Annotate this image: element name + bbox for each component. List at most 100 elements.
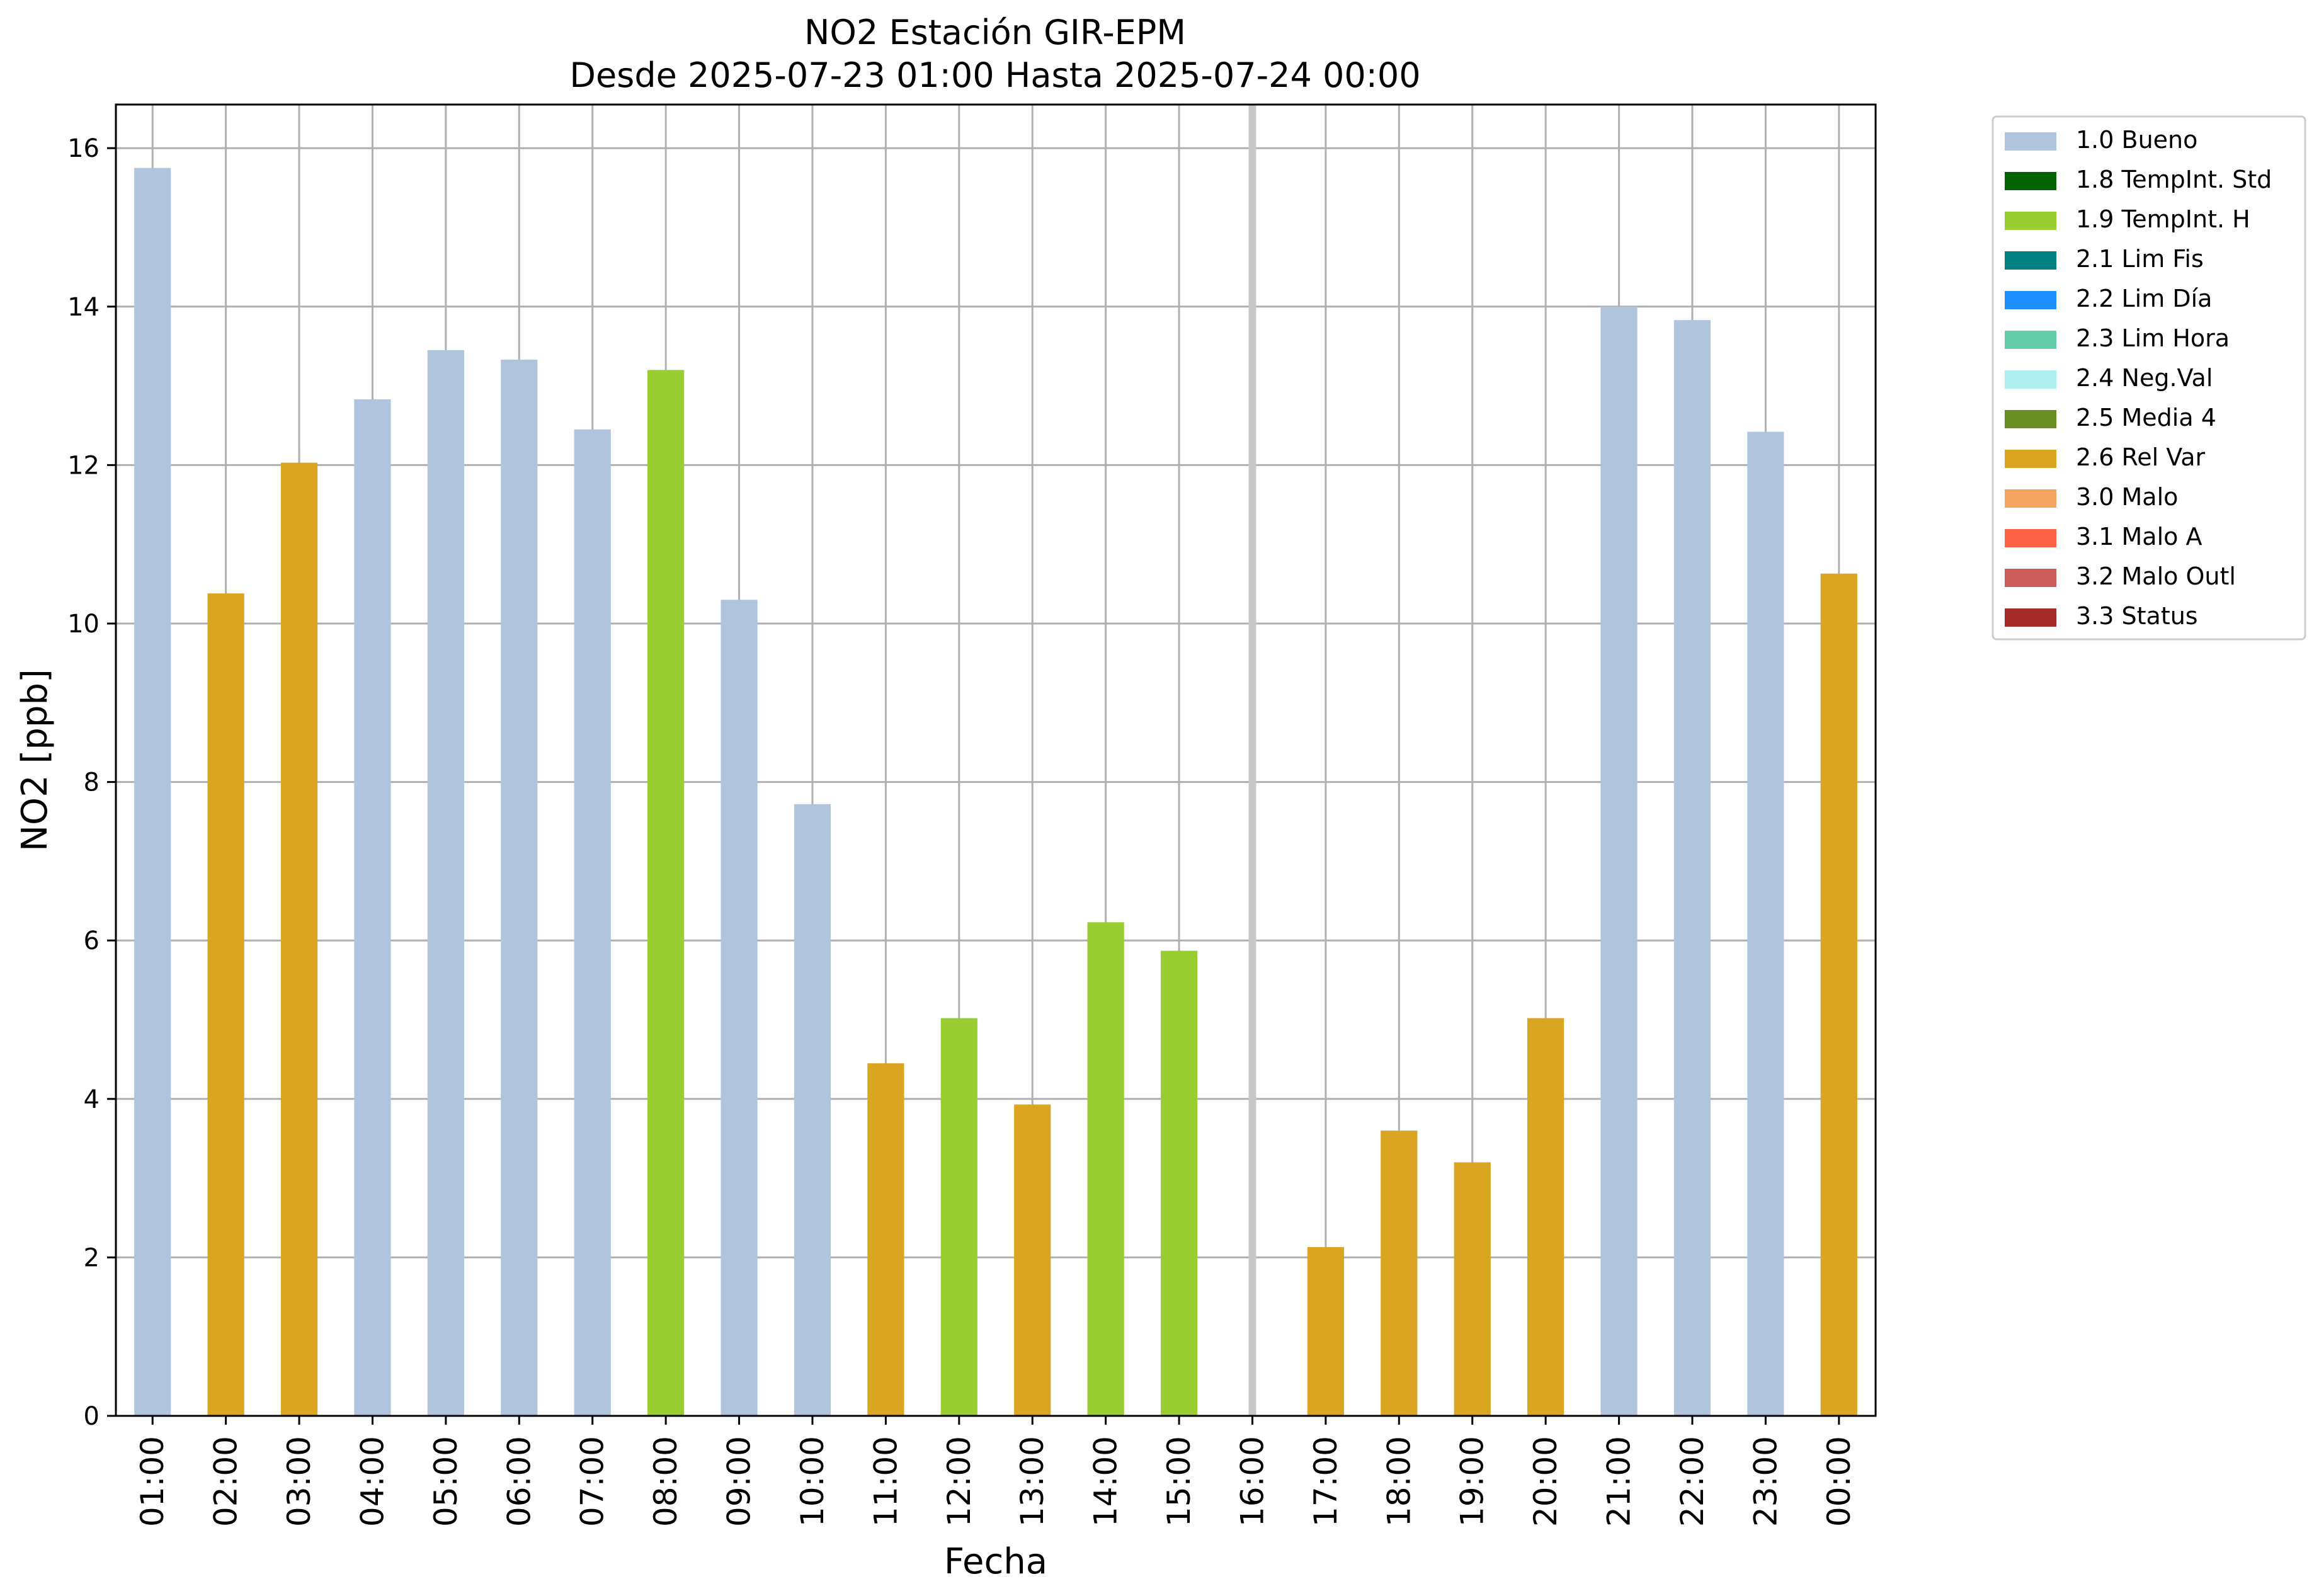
legend-label: 3.1 Malo A	[2076, 523, 2202, 550]
bar	[1454, 1162, 1491, 1416]
legend-label: 1.8 TempInt. Std	[2076, 166, 2272, 193]
legend-swatch	[2005, 132, 2056, 151]
bar	[427, 350, 464, 1416]
legend-swatch	[2005, 331, 2056, 349]
x-tick-label: 19:00	[1454, 1436, 1491, 1527]
x-tick-label: 08:00	[647, 1436, 684, 1527]
y-tick-label: 2	[84, 1243, 100, 1272]
y-axis-label: NO2 [ppb]	[14, 669, 55, 852]
y-tick-label: 0	[84, 1402, 100, 1431]
x-tick-label: 12:00	[941, 1436, 977, 1527]
y-tick-label: 12	[67, 451, 100, 480]
x-tick-label: 20:00	[1527, 1436, 1564, 1527]
bar	[1527, 1018, 1564, 1416]
legend-swatch	[2005, 608, 2056, 627]
legend-swatch	[2005, 489, 2056, 508]
bar	[1014, 1104, 1051, 1416]
bar	[354, 399, 391, 1416]
legend-swatch	[2005, 212, 2056, 230]
x-tick-label: 09:00	[721, 1436, 758, 1527]
x-tick-label: 11:00	[867, 1436, 904, 1527]
legend-item: 3.0 Malo	[2005, 483, 2178, 511]
x-tick-label: 05:00	[428, 1436, 464, 1527]
legend-item: 3.2 Malo Outl	[2005, 562, 2236, 590]
legend-item: 2.1 Lim Fis	[2005, 245, 2204, 273]
x-tick-label: 18:00	[1381, 1436, 1417, 1527]
bar	[280, 462, 318, 1416]
chart-title: NO2 Estación GIR-EPM	[804, 13, 1186, 52]
y-tick-label: 16	[67, 134, 100, 163]
x-tick-label: 17:00	[1308, 1436, 1344, 1527]
legend-swatch	[2005, 172, 2056, 190]
legend-item: 1.0 Bueno	[2005, 126, 2197, 154]
x-tick-label: 02:00	[208, 1436, 244, 1527]
x-tick-label: 06:00	[501, 1436, 537, 1527]
missing-data-band	[1248, 105, 1256, 1416]
legend-label: 2.5 Media 4	[2076, 404, 2216, 431]
y-tick-label: 8	[84, 768, 100, 797]
x-tick-label: 22:00	[1674, 1436, 1711, 1527]
legend-label: 2.3 Lim Hora	[2076, 324, 2230, 352]
legend-label: 3.0 Malo	[2076, 483, 2178, 511]
bar	[1747, 431, 1784, 1416]
missing-data-marker	[1248, 105, 1256, 1416]
legend-label: 3.2 Malo Outl	[2076, 562, 2236, 590]
legend-swatch	[2005, 529, 2056, 547]
y-tick-label: 6	[84, 926, 100, 955]
bar	[1087, 922, 1124, 1416]
bar	[1160, 950, 1198, 1416]
legend-label: 3.3 Status	[2076, 602, 2198, 630]
legend-label: 2.1 Lim Fis	[2076, 245, 2204, 273]
bar	[1673, 320, 1711, 1416]
x-tick-label: 14:00	[1088, 1436, 1124, 1527]
y-tick-label: 10	[67, 610, 100, 639]
bar	[867, 1063, 904, 1416]
legend-label: 2.4 Neg.Val	[2076, 364, 2213, 392]
legend-swatch	[2005, 370, 2056, 389]
bar	[647, 370, 685, 1416]
plot-frame	[115, 103, 1877, 1417]
bar	[721, 600, 758, 1416]
y-tick-label: 14	[67, 293, 100, 322]
bar	[1307, 1247, 1344, 1416]
legend-swatch	[2005, 251, 2056, 270]
x-tick-label: 16:00	[1234, 1436, 1270, 1527]
legend: 1.0 Bueno 1.8 TempInt. Std 1.9 TempInt. H 2…	[1991, 115, 2306, 641]
bar	[134, 168, 171, 1416]
legend-item: 2.2 Lim Día	[2005, 285, 2212, 312]
x-tick-label: 15:00	[1161, 1436, 1197, 1527]
x-tick-label: 03:00	[281, 1436, 317, 1527]
legend-swatch	[2005, 569, 2056, 587]
legend-item: 2.4 Neg.Val	[2005, 364, 2213, 392]
bar	[1820, 573, 1857, 1416]
x-tick-label: 10:00	[794, 1436, 831, 1527]
chart-subtitle: Desde 2025-07-23 01:00 Hasta 2025-07-24 …	[569, 55, 1420, 95]
legend-item: 1.8 TempInt. Std	[2005, 166, 2272, 193]
legend-item: 3.1 Malo A	[2005, 523, 2202, 550]
legend-item: 3.3 Status	[2005, 602, 2198, 630]
legend-label: 1.9 TempInt. H	[2076, 205, 2250, 233]
x-tick-label: 21:00	[1601, 1436, 1638, 1527]
x-tick-label: 01:00	[134, 1436, 171, 1527]
legend-frame	[1991, 115, 2306, 641]
bar	[207, 593, 244, 1416]
bar	[574, 429, 611, 1416]
legend-swatch	[2005, 410, 2056, 428]
bar	[794, 804, 831, 1416]
x-tick-label: 23:00	[1747, 1436, 1784, 1527]
y-axis: 0 2 4 6 8 10 12 14 16	[67, 134, 116, 1431]
bars	[134, 168, 1857, 1416]
bar	[1381, 1131, 1418, 1416]
x-tick-label: 00:00	[1821, 1436, 1857, 1527]
legend-label: 1.0 Bueno	[2076, 126, 2197, 154]
bar	[940, 1018, 977, 1416]
legend-label: 2.2 Lim Día	[2076, 285, 2212, 312]
x-tick-label: 13:00	[1014, 1436, 1051, 1527]
x-tick-label: 07:00	[574, 1436, 611, 1527]
legend-item: 2.5 Media 4	[2005, 404, 2216, 431]
x-tick-label: 04:00	[354, 1436, 390, 1527]
legend-label: 2.6 Rel Var	[2076, 443, 2206, 471]
legend-item: 2.6 Rel Var	[2005, 443, 2206, 471]
bar	[501, 360, 538, 1416]
